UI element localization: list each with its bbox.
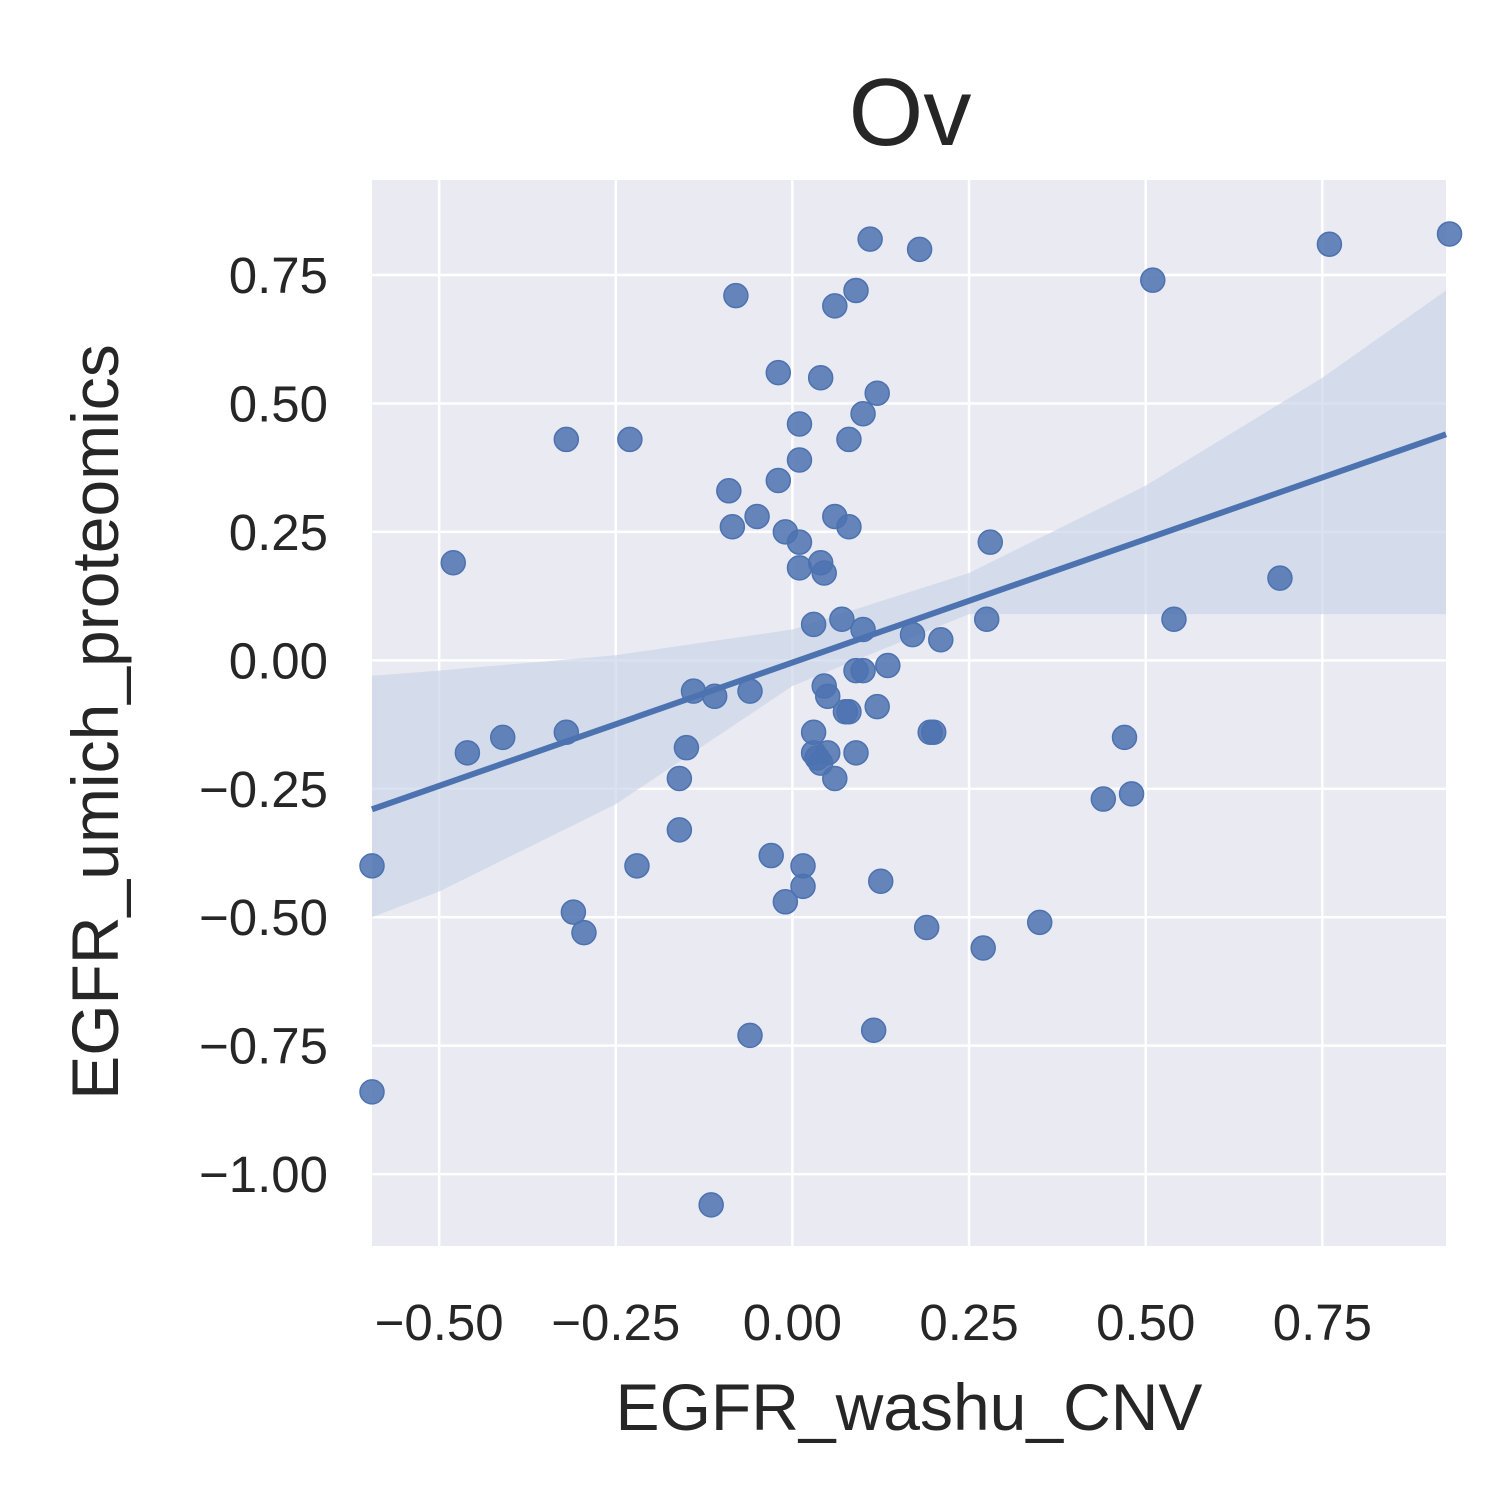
data-point <box>1436 221 1463 247</box>
data-point <box>560 899 587 925</box>
data-point <box>666 817 693 843</box>
data-point <box>850 616 876 643</box>
data-point <box>790 873 816 900</box>
data-point <box>553 719 580 746</box>
data-point <box>928 627 954 653</box>
data-point <box>744 503 770 530</box>
data-point <box>807 365 834 391</box>
y-tick-label: −0.75 <box>199 1018 328 1075</box>
data-point <box>867 868 894 894</box>
data-point <box>973 606 1000 632</box>
x-tick-label: 0.25 <box>919 1294 1018 1351</box>
data-point <box>701 683 728 710</box>
data-point <box>1118 781 1145 807</box>
data-point <box>970 935 996 961</box>
y-tick-label: −0.25 <box>199 761 328 818</box>
data-point <box>673 734 700 761</box>
data-point <box>680 678 707 704</box>
data-point <box>811 560 837 586</box>
data-point <box>814 683 841 710</box>
data-point <box>899 621 926 648</box>
x-tick-label: 0.00 <box>743 1294 842 1351</box>
data-point <box>836 426 862 453</box>
data-point <box>864 693 890 720</box>
y-tick-label: 0.00 <box>229 632 328 689</box>
data-point <box>737 678 763 704</box>
chart-title: Ov <box>849 59 972 166</box>
data-point <box>765 359 792 386</box>
data-point <box>822 293 848 319</box>
data-point <box>864 380 890 406</box>
data-point <box>836 698 862 725</box>
y-tick-label: 0.75 <box>229 247 328 304</box>
data-point <box>666 765 693 792</box>
data-point <box>786 529 813 555</box>
data-point <box>698 1192 724 1218</box>
data-point <box>786 411 813 437</box>
data-point <box>1111 724 1138 751</box>
data-point <box>843 277 869 304</box>
data-point <box>977 529 1004 555</box>
data-point <box>829 606 855 632</box>
data-point <box>553 426 580 453</box>
data-points <box>359 221 1463 1218</box>
y-tick-label: −0.50 <box>199 889 328 946</box>
data-point <box>359 853 385 879</box>
regression-line <box>371 431 1447 813</box>
y-tick-label: 0.25 <box>229 504 328 561</box>
data-point <box>719 514 746 540</box>
data-point <box>737 1022 763 1049</box>
data-point <box>624 853 650 879</box>
data-point <box>1316 231 1343 257</box>
regression-line-group <box>371 431 1447 813</box>
data-point <box>1267 565 1293 591</box>
data-point <box>913 914 940 941</box>
data-point <box>822 765 848 792</box>
y-tick-labels: 0.75 0.50 0.25 0.00 −0.25 −0.50 −0.75 −1.00 <box>199 247 328 1203</box>
confidence-band <box>372 290 1446 918</box>
data-point <box>906 236 933 263</box>
data-point <box>1140 267 1166 293</box>
data-point <box>617 426 643 453</box>
data-point <box>758 842 784 869</box>
data-point <box>1090 786 1117 812</box>
data-point <box>571 919 597 946</box>
data-point <box>843 657 869 684</box>
data-point <box>786 555 813 581</box>
y-tick-label: −1.00 <box>199 1146 328 1203</box>
x-tick-labels: −0.50 −0.25 0.00 0.25 0.50 0.75 <box>375 1294 1372 1351</box>
data-point <box>454 740 481 766</box>
x-axis-label: EGFR_washu_CNV <box>616 1370 1203 1444</box>
x-tick-label: −0.50 <box>375 1294 504 1351</box>
x-tick-label: 0.75 <box>1273 1294 1372 1351</box>
data-point <box>857 226 883 252</box>
y-axis-label: EGFR_umich_proteomics <box>58 344 132 1100</box>
data-point <box>723 282 749 309</box>
data-point <box>860 1017 887 1043</box>
data-point <box>440 549 467 576</box>
data-point <box>850 400 876 427</box>
data-point <box>765 467 792 494</box>
y-tick-label: 0.50 <box>229 375 328 432</box>
grid-lines <box>372 180 1446 1246</box>
data-point <box>800 611 827 638</box>
data-point <box>716 478 742 504</box>
data-point <box>1026 909 1053 936</box>
confidence-band-area <box>372 290 1446 918</box>
data-point <box>875 652 901 679</box>
data-point <box>1161 606 1187 632</box>
data-point <box>786 447 813 473</box>
data-point <box>836 514 862 540</box>
x-tick-label: 0.50 <box>1096 1294 1195 1351</box>
data-point <box>772 889 799 915</box>
x-tick-label: −0.25 <box>551 1294 680 1351</box>
data-point <box>359 1079 385 1105</box>
data-point <box>843 740 869 766</box>
data-point <box>920 719 947 746</box>
data-point <box>489 724 516 751</box>
